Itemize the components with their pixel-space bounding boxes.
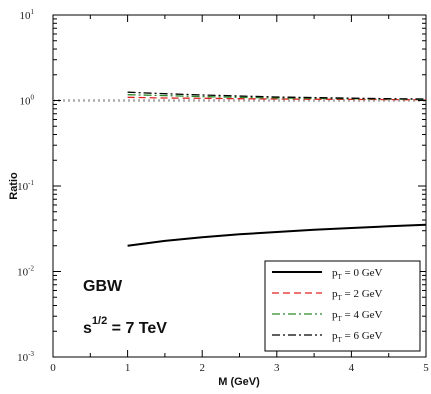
legend-box [264, 260, 421, 352]
series-line-4 [127, 91, 427, 100]
x-tick-label: 2 [199, 362, 205, 374]
y-tick-label: 10-3 [17, 350, 34, 364]
x-tick-label: 3 [274, 362, 280, 374]
annotation-energy-rest: = 7 TeV [107, 320, 167, 337]
y-tick-label: 100 [20, 94, 35, 108]
series-line-3 [127, 94, 427, 101]
x-tick-label: 0 [50, 362, 56, 374]
legend: pT = 0 GeV pT = 2 GeV pT = 4 GeV pT = 6 GeV [264, 260, 421, 352]
annotation-gbw: GBW [83, 278, 123, 295]
annotation-energy: s1/2 = 7 TeV [83, 315, 167, 337]
annotation-energy-sup: 1/2 [92, 315, 107, 327]
x-tick-label: 5 [423, 362, 429, 374]
annotation-energy-s: s [83, 320, 92, 337]
series-line-1 [127, 223, 427, 247]
x-tick-label: 4 [349, 362, 355, 374]
x-axis-title: M (GeV) [218, 376, 260, 388]
series-line-2 [127, 96, 427, 101]
y-tick-label: 10-2 [17, 265, 34, 279]
x-tick-label: 1 [125, 362, 131, 374]
legend-label-4: pT = 6 GeV [332, 330, 383, 344]
y-axis-title: Ratio [8, 172, 20, 200]
y-tick-label: 101 [20, 8, 35, 22]
legend-label-3: pT = 4 GeV [332, 309, 383, 323]
y-tick-label: 10-1 [17, 179, 34, 193]
legend-label-1: pT = 0 GeV [332, 267, 383, 281]
legend-label-2: pT = 2 GeV [332, 288, 383, 302]
